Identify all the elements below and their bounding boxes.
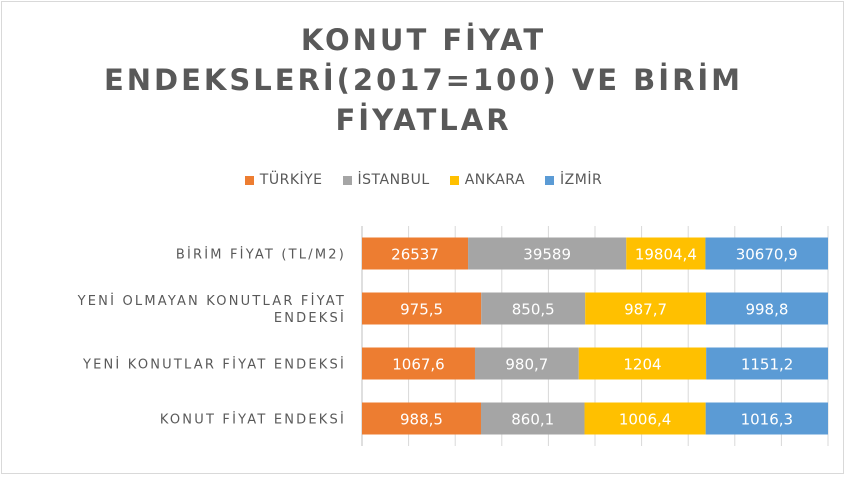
data-label: 1016,3 xyxy=(741,411,794,429)
legend-item-istanbul: İSTANBUL xyxy=(342,172,430,188)
bar-segment xyxy=(468,237,627,270)
legend-item-turkiye: TÜRKİYE xyxy=(244,172,323,188)
legend-item-izmir: İZMİR xyxy=(545,172,602,188)
bar-segment xyxy=(705,237,828,270)
bar-segment xyxy=(585,292,706,325)
legend-label-turkiye: TÜRKİYE xyxy=(259,172,323,188)
bar-segment xyxy=(362,347,475,380)
category-label: BİRİM FİYAT (TL/M2) xyxy=(176,247,346,263)
data-label: 39589 xyxy=(523,246,571,264)
chart-legend: TÜRKİYE İSTANBUL ANKARA İZMİR xyxy=(0,172,847,188)
bar-segment xyxy=(626,237,706,270)
chart-title-line-2: ENDEKSLERİ(2017=100) VE BİRİM xyxy=(103,63,744,97)
category-label: YENİ KONUTLAR FİYAT ENDEKSİ xyxy=(82,357,346,373)
data-label: 998,8 xyxy=(745,301,788,319)
legend-item-ankara: ANKARA xyxy=(449,172,526,188)
bar-segment xyxy=(480,402,585,435)
data-label: 1151,2 xyxy=(741,356,794,374)
legend-label-izmir: İZMİR xyxy=(560,172,603,188)
data-label: 19804,4 xyxy=(635,246,697,264)
data-label: 987,7 xyxy=(624,301,667,319)
chart-title-line-3: FİYATLAR xyxy=(335,103,512,137)
bar-segment xyxy=(362,402,481,435)
legend-label-istanbul: İSTANBUL xyxy=(357,172,430,188)
bar-segment xyxy=(705,402,828,435)
data-label: 1067,6 xyxy=(392,356,445,374)
category-label: KONUT FİYAT ENDEKSİ xyxy=(160,412,346,428)
chart-title: KONUT FİYAT ENDEKSLERİ(2017=100) VE BİRİ… xyxy=(0,20,847,140)
legend-swatch-turkiye xyxy=(244,175,254,185)
data-label: 30670,9 xyxy=(736,246,798,264)
bar-segment xyxy=(706,347,828,380)
data-label: 26537 xyxy=(391,246,439,264)
legend-swatch-ankara xyxy=(449,175,459,185)
bar-segment xyxy=(362,237,469,270)
data-label: 850,5 xyxy=(512,301,555,319)
bar-segment xyxy=(584,402,706,435)
data-label: 988,5 xyxy=(400,411,443,429)
bar-segment xyxy=(705,292,828,325)
data-label: 975,5 xyxy=(400,301,443,319)
data-label: 1204 xyxy=(623,356,661,374)
data-label: 1006,4 xyxy=(619,411,672,429)
data-label: 980,7 xyxy=(505,356,548,374)
chart-title-line-1: KONUT FİYAT xyxy=(300,23,547,57)
bar-segment xyxy=(481,292,586,325)
bar-segment xyxy=(474,347,579,380)
legend-swatch-izmir xyxy=(545,175,555,185)
bar-segment xyxy=(578,347,707,380)
data-label: 860,1 xyxy=(511,411,554,429)
legend-swatch-istanbul xyxy=(342,175,352,185)
bar-segment xyxy=(362,292,482,325)
legend-label-ankara: ANKARA xyxy=(464,172,526,188)
category-label: YENİ OLMAYAN KONUTLAR FİYAT xyxy=(77,293,346,309)
category-label: ENDEKSİ xyxy=(274,310,346,326)
